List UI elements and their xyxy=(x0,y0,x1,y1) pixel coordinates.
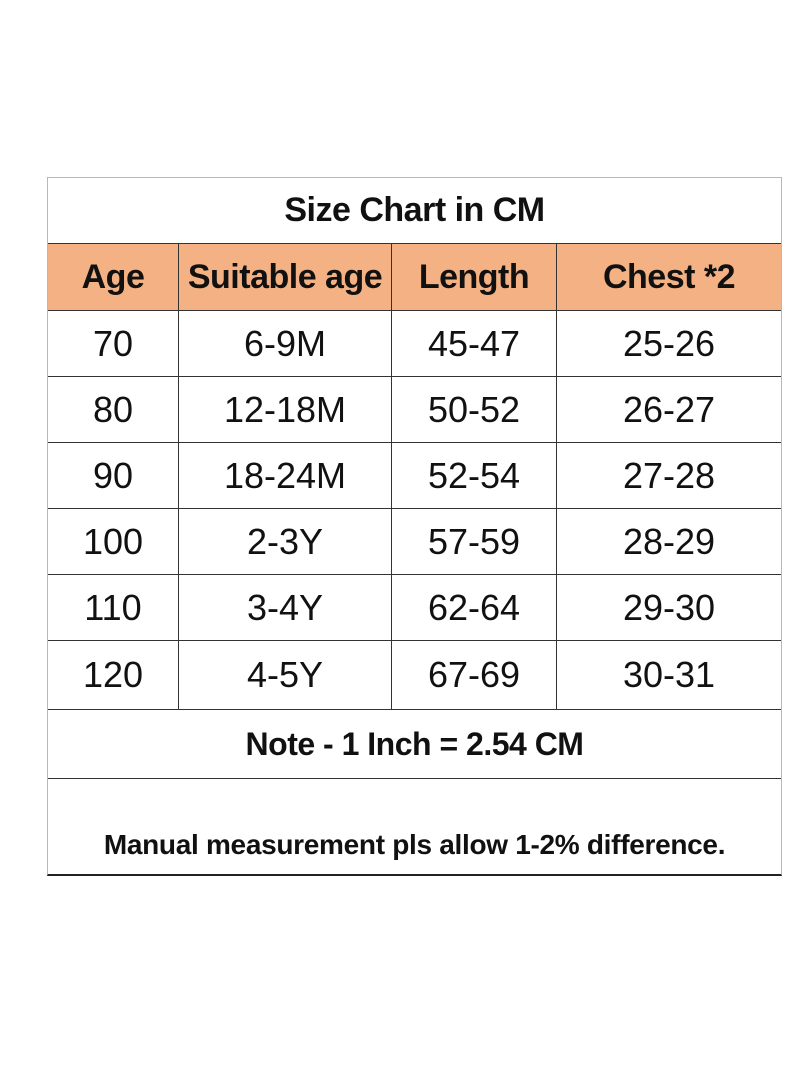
table-row: 70 6-9M 45-47 25-26 xyxy=(48,311,781,377)
cell-chest: 30-31 xyxy=(622,654,716,695)
table-row: 100 2-3Y 57-59 28-29 xyxy=(48,509,781,575)
column-header-length: Length xyxy=(392,244,557,310)
cell-suitable-age: 18-24M xyxy=(179,443,392,508)
title-row: Size Chart in CM xyxy=(48,178,781,244)
cell-suitable-age: 2-3Y xyxy=(179,509,392,574)
table-row: 120 4-5Y 67-69 30-31 xyxy=(48,641,781,710)
cell-length: 67-69 xyxy=(392,641,557,709)
cell-length: 45-47 xyxy=(392,311,557,376)
cell-length: 52-54 xyxy=(392,443,557,508)
cell-chest: 27-28 xyxy=(622,454,716,496)
cell-age: 70 xyxy=(48,311,179,376)
cell-age: 120 xyxy=(48,641,179,709)
cell-chest: 26-27 xyxy=(622,388,716,430)
cell-length: 57-59 xyxy=(392,509,557,574)
conversion-note: Note - 1 Inch = 2.54 CM xyxy=(245,725,584,762)
column-header-suitable-age: Suitable age xyxy=(179,244,392,310)
cell-age: 90 xyxy=(48,443,179,508)
chart-title: Size Chart in CM xyxy=(284,191,545,229)
size-chart-table: Size Chart in CM Age Suitable age Length… xyxy=(47,177,782,876)
cell-chest: 28-29 xyxy=(622,520,716,562)
cell-chest: 25-26 xyxy=(622,322,716,364)
column-header-chest: Chest *2 xyxy=(602,257,736,296)
cell-age: 80 xyxy=(48,377,179,442)
cell-suitable-age: 4-5Y xyxy=(179,641,392,709)
note-row: Note - 1 Inch = 2.54 CM xyxy=(48,710,781,779)
table-row: 110 3-4Y 62-64 29-30 xyxy=(48,575,781,641)
footer-row: Manual measurement pls allow 1-2% differ… xyxy=(48,779,781,875)
column-header-age: Age xyxy=(48,244,179,310)
table-row: 80 12-18M 50-52 26-27 xyxy=(48,377,781,443)
measurement-disclaimer: Manual measurement pls allow 1-2% differ… xyxy=(103,829,726,860)
cell-suitable-age: 12-18M xyxy=(179,377,392,442)
header-row: Age Suitable age Length Chest *2 xyxy=(48,244,781,311)
cell-age: 110 xyxy=(48,575,179,640)
cell-age: 100 xyxy=(48,509,179,574)
cell-chest: 29-30 xyxy=(622,586,716,628)
cell-suitable-age: 6-9M xyxy=(179,311,392,376)
cell-length: 62-64 xyxy=(392,575,557,640)
cell-suitable-age: 3-4Y xyxy=(179,575,392,640)
table-row: 90 18-24M 52-54 27-28 xyxy=(48,443,781,509)
cell-length: 50-52 xyxy=(392,377,557,442)
